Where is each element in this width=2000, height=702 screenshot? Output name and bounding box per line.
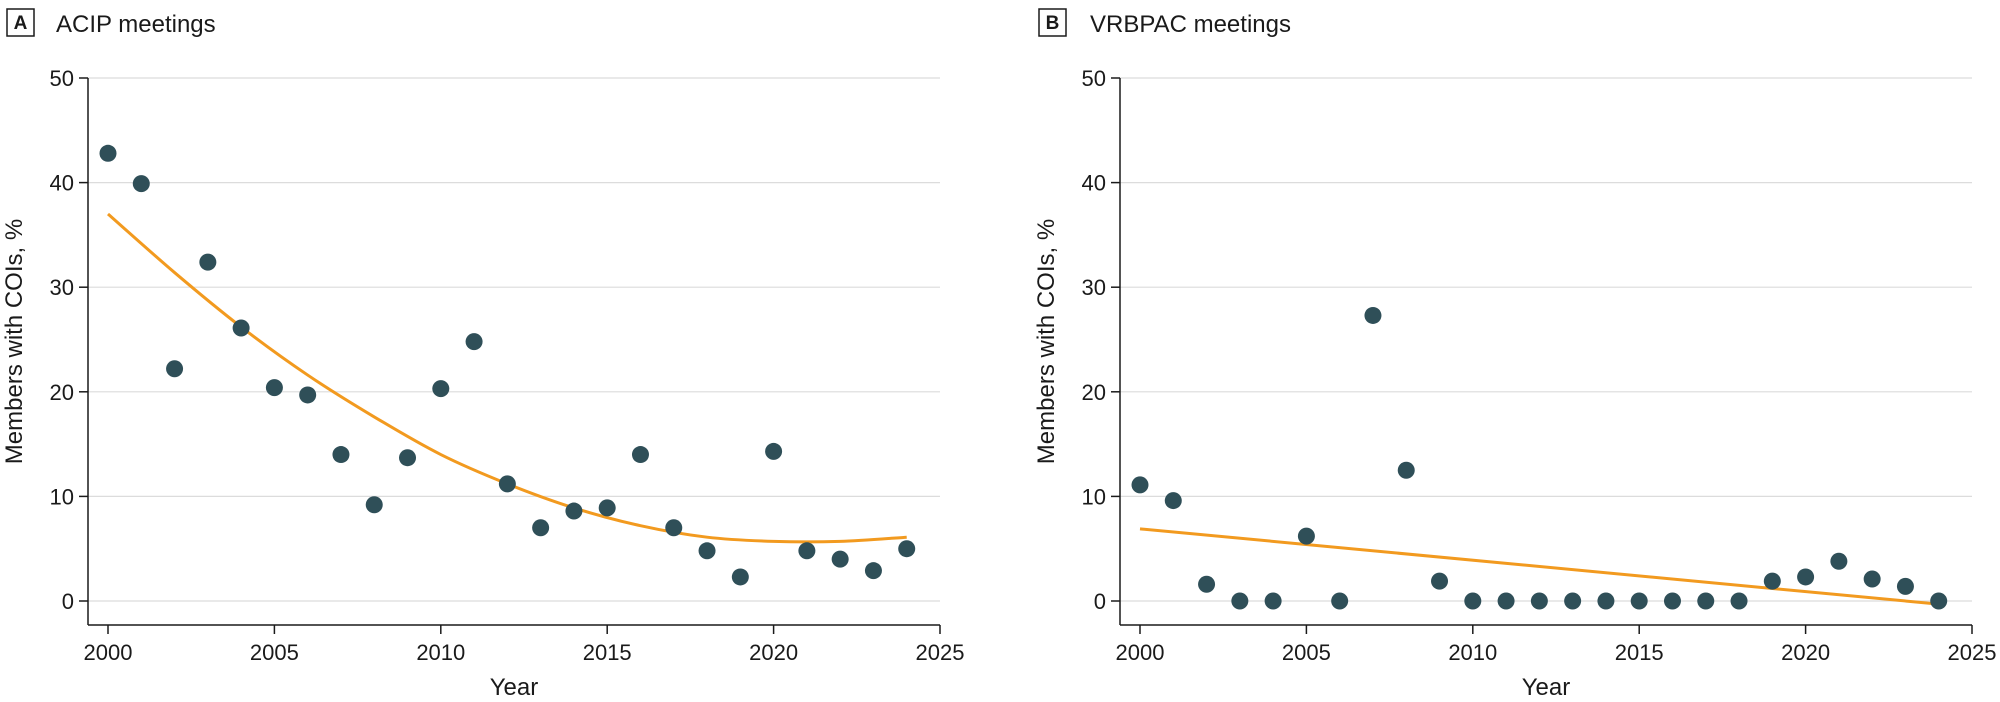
panel-a-data-point [798,542,816,560]
panel-b-y-ticks: 0 10 20 30 40 50 [1082,66,1120,614]
panel-a-y-tick-label: 20 [50,380,74,405]
panel-b-trend-line [1139,527,1939,606]
panel-b-data-point [1397,461,1415,479]
panel-a-letter: A [14,13,28,34]
panel-b-data-point [1164,492,1182,510]
panel-b-x-axis-label: Year [1522,674,1571,701]
panel-a-data-point [765,442,783,460]
panel-b-data-point [1863,570,1881,588]
panel-b-y-tick-label: 50 [1082,66,1106,91]
panel-a-data-point [864,562,882,580]
panel-a-x-ticks: 2000 2005 2010 2015 2020 2025 [84,625,965,665]
panel-a-y-tick-label: 30 [50,275,74,300]
panel-b-data-point [1364,306,1382,324]
panel-b-data-point [1131,476,1149,494]
panel-b-x-tick-label: 2025 [1948,640,1997,665]
panel-b-data-point [1697,592,1715,610]
panel-b-points [1131,306,1948,610]
panel-b-data-point [1530,592,1548,610]
panel-a-gridlines [88,77,940,602]
panel-a-title: ACIP meetings [56,11,216,38]
panel-a-trend-line [107,212,907,544]
panel-b-y-axis-label: Members with COIs, % [1033,219,1060,464]
panel-b-y-tick-label: 40 [1082,171,1106,196]
panel-b-gridlines [1120,77,1972,602]
panel-b-data-point [1264,592,1282,610]
panel-b-x-tick-label: 2005 [1282,640,1331,665]
panel-a-data-point [399,449,417,467]
panel-a-data-point [598,499,616,517]
panel-a-y-ticks: 0 10 20 30 40 50 [50,66,88,614]
panel-b-data-point [1297,527,1315,545]
panel-a-x-tick-label: 2000 [84,640,133,665]
panel-a-y-axis-label: Members with COIs, % [1,219,28,464]
panel-a-x-tick-label: 2005 [250,640,299,665]
panel-a-data-point [898,540,916,558]
panel-b-data-point [1464,592,1482,610]
panel-a-data-point [166,360,184,378]
panel-b-letter: B [1046,13,1060,34]
panel-b-x-tick-label: 2020 [1781,640,1830,665]
panel-b-x-tick-label: 2010 [1448,640,1497,665]
panel-a-y-tick-label: 50 [50,66,74,91]
panel-b-y-tick-label: 20 [1082,380,1106,405]
panel-b-data-point [1564,592,1582,610]
panel-a-data-point [365,496,383,514]
panel-a-data-point [532,519,550,537]
panel-b-data-point [1797,568,1815,586]
panel-a-y-tick-label: 40 [50,171,74,196]
panel-a-data-point [332,446,350,464]
panel-a-data-point [665,519,683,537]
panel-a-data-point [265,379,283,397]
panel-a-data-point [831,550,849,568]
panel-b-data-point [1663,592,1681,610]
panel-a-y-tick-label: 0 [62,589,74,614]
panel-a-data-point [199,253,217,271]
panel-b-y-tick-label: 0 [1094,589,1106,614]
panel-a-y-tick-label: 10 [50,484,74,509]
panel-b-data-point [1830,552,1848,570]
panel-a-x-axis-label: Year [490,674,539,701]
panel-a-data-point [731,568,749,586]
panel-b-x-tick-label: 2000 [1116,640,1165,665]
panel-a-letter-box [6,8,35,37]
panel-a-x-tick-label: 2020 [749,640,798,665]
panel-b-data-point [1597,592,1615,610]
panel-a-data-point [132,175,150,193]
panel-a-x-tick-label: 2015 [583,640,632,665]
panel-b-y-tick-label: 30 [1082,275,1106,300]
panel-a-data-point [565,502,583,520]
panel-a-data-point [99,144,117,162]
panel-a-data-point [232,319,250,337]
panel-a-data-point [465,333,483,351]
panel-b-title: VRBPAC meetings [1090,11,1291,38]
panel-a-data-point [631,446,649,464]
panel-b-y-tick-label: 10 [1082,484,1106,509]
panel-b-data-point [1896,577,1914,595]
panel-b-data-point [1930,592,1948,610]
panel-a-x-tick-label: 2025 [916,640,965,665]
panel-b-data-point [1431,572,1449,590]
panel-b-letter-box [1038,8,1067,37]
panel-b-data-point [1497,592,1515,610]
panel-a: A ACIP meetings 0 10 20 30 40 50 2000 2005 2010… [1,8,965,701]
panel-b-x-ticks: 2000 2005 2010 2015 2020 2025 [1116,625,1997,665]
panel-b-data-point [1231,592,1249,610]
panel-a-data-point [299,386,317,404]
panel-a-x-tick-label: 2010 [416,640,465,665]
panel-b-data-point [1630,592,1648,610]
panel-a-points [99,144,916,586]
panel-a-data-point [432,380,450,398]
panel-b-data-point [1331,592,1349,610]
panel-b-data-point [1763,572,1781,590]
panel-b-data-point [1730,592,1748,610]
panel-b-x-tick-label: 2015 [1615,640,1664,665]
panel-b-data-point [1198,575,1216,593]
panel-a-data-point [698,542,716,560]
panel-a-data-point [498,475,516,493]
